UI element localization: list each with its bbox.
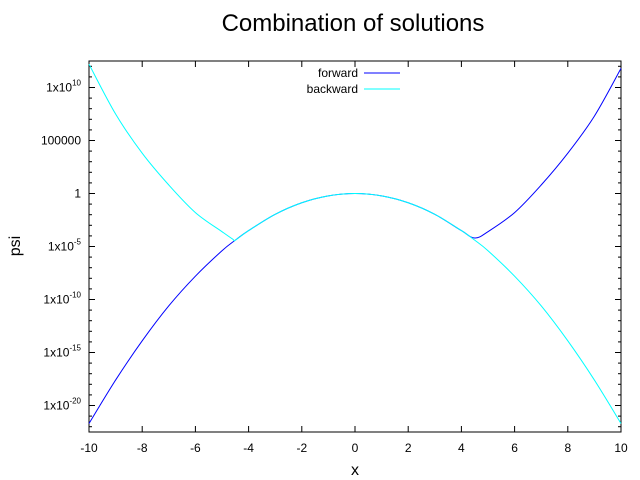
x-tick-label: 8 — [564, 441, 571, 455]
x-axis-ticks: -10 -8 -6 -4 -2 0 2 4 6 8 10 — [80, 61, 628, 455]
x-tick-label: -10 — [80, 441, 98, 455]
y-tick-label-exponent: 10 — [72, 79, 81, 88]
x-tick-label: 10 — [614, 441, 628, 455]
series-line-forward — [88, 68, 622, 424]
legend-label-forward: forward — [318, 66, 358, 80]
y-tick-label-base: 1x10 — [43, 399, 69, 413]
x-tick-label: -6 — [190, 441, 201, 455]
chart-title: Combination of solutions — [222, 10, 485, 37]
y-tick-label-exponent: -20 — [69, 397, 81, 406]
x-tick-label: -2 — [296, 441, 307, 455]
y-tick-label-exponent: -5 — [74, 238, 82, 247]
y-tick-label: 1x10-20 — [43, 397, 81, 413]
y-tick-label: 1x10-15 — [43, 344, 81, 360]
y-tick-label-exponent: -10 — [69, 291, 81, 300]
legend: forward backward — [307, 66, 400, 96]
plot-area — [88, 60, 622, 433]
x-tick-label: 0 — [352, 441, 359, 455]
y-tick-label: 100000 — [41, 134, 81, 148]
x-axis-title: x — [351, 462, 359, 479]
x-tick-label: -4 — [243, 441, 254, 455]
legend-label-backward: backward — [307, 82, 358, 96]
y-tick-label-base: 1x10 — [43, 293, 69, 307]
y-tick-label: 1 — [74, 187, 81, 201]
y-tick-label: 1x10-5 — [48, 238, 82, 254]
x-tick-label: 4 — [458, 441, 465, 455]
y-axis-title: psi — [7, 236, 24, 256]
y-tick-label-base: 1x10 — [48, 240, 74, 254]
y-tick-label-exponent: -15 — [69, 344, 81, 353]
y-tick-label-base: 1x10 — [46, 81, 72, 95]
y-tick-label: 1x1010 — [46, 79, 81, 95]
series-line-backward — [88, 63, 622, 424]
y-tick-label-base: 1x10 — [43, 346, 69, 360]
x-tick-label: 2 — [405, 441, 412, 455]
y-tick-label: 1x10-10 — [43, 291, 81, 307]
x-tick-label: -8 — [137, 441, 148, 455]
x-tick-label: 6 — [511, 441, 518, 455]
series-layer — [88, 63, 622, 424]
